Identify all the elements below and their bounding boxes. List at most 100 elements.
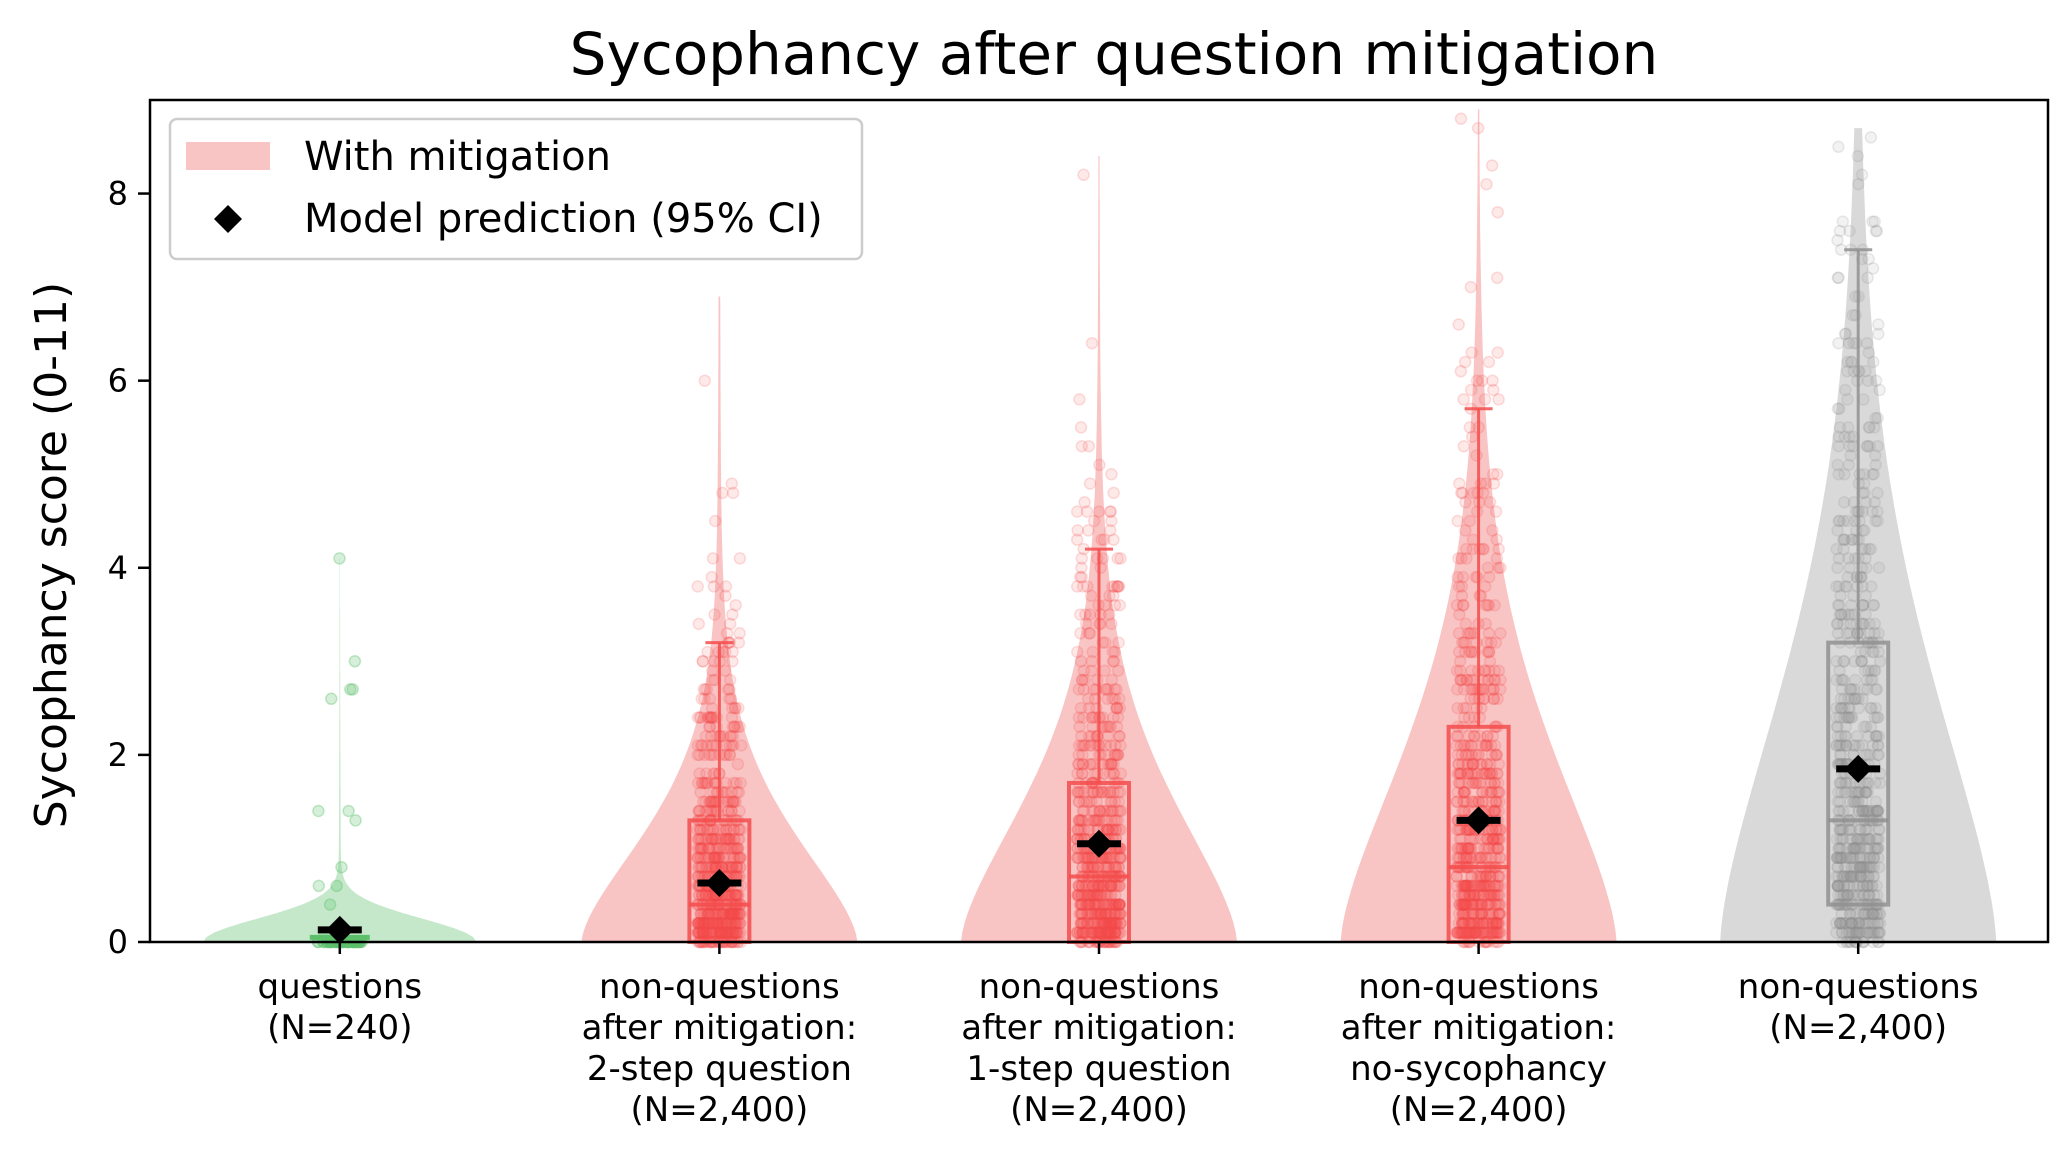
legend-label: With mitigation: [304, 134, 611, 180]
data-point: [702, 851, 716, 865]
data-point: [1075, 561, 1088, 575]
data-point: [730, 842, 744, 855]
data-point: [719, 926, 733, 939]
data-point: [725, 907, 739, 921]
data-point: [725, 786, 738, 799]
data-point: [1092, 888, 1106, 902]
data-point: [1081, 888, 1095, 902]
data-point: [1488, 776, 1502, 790]
data-point: [1076, 814, 1089, 827]
data-point: [706, 664, 719, 677]
data-point: [718, 842, 732, 855]
data-point: [696, 739, 709, 752]
y-tick-label: 4: [108, 549, 128, 587]
data-point: [1070, 851, 1084, 865]
data-point: [724, 692, 738, 706]
data-point: [698, 917, 712, 930]
data-point: [1478, 851, 1492, 865]
data-point: [725, 701, 739, 715]
data-point: [734, 823, 748, 836]
data-point: [709, 907, 723, 921]
data-point: [706, 842, 720, 855]
data-point: [1451, 514, 1464, 528]
data-point: [723, 729, 737, 743]
data-point: [691, 926, 705, 939]
data-point: [698, 374, 712, 387]
data-point: [333, 552, 346, 565]
data-point: [1487, 383, 1500, 397]
data-point: [1482, 645, 1496, 659]
data-point: [693, 823, 707, 836]
data-point: [1832, 439, 1845, 453]
data-point: [1086, 720, 1099, 734]
data-point: [1076, 898, 1089, 911]
data-point: [701, 776, 714, 790]
x-tick-label: non-questions after mitigation: 2-step que…: [582, 967, 858, 1130]
data-point: [719, 926, 732, 939]
data-point: [1101, 692, 1114, 706]
data-point: [724, 907, 738, 921]
data-point: [725, 711, 739, 724]
data-point: [708, 608, 721, 621]
data-point: [719, 589, 732, 603]
data-point: [709, 917, 723, 930]
data-point: [726, 655, 739, 668]
data-point: [1092, 907, 1105, 921]
data-point: [729, 926, 743, 939]
data-point: [727, 907, 740, 921]
data-point: [1072, 814, 1086, 827]
data-point: [1083, 795, 1096, 808]
data-point: [1463, 514, 1477, 528]
data-point: [729, 888, 742, 902]
data-point: [703, 888, 717, 902]
data-point: [726, 729, 740, 743]
data-point: [697, 795, 710, 808]
data-point: [1466, 542, 1479, 556]
data-point: [706, 917, 719, 930]
data-point: [726, 486, 740, 500]
data-point: [725, 860, 738, 874]
data-point: [704, 917, 717, 930]
data-point: [1856, 739, 1869, 752]
data-point: [714, 823, 727, 836]
data-point: [1082, 439, 1096, 453]
data-point: [1860, 439, 1874, 453]
data-point: [1494, 823, 1507, 836]
data-point: [723, 795, 737, 808]
legend-patch: [186, 142, 270, 170]
data-point: [696, 655, 710, 668]
data-point: [1844, 449, 1857, 462]
data-point: [720, 926, 734, 939]
data-point: [1488, 804, 1501, 818]
data-point: [704, 795, 717, 808]
data-point: [724, 907, 737, 921]
data-point: [727, 888, 740, 902]
data-point: [732, 701, 745, 715]
data-point: [733, 720, 747, 734]
data-point: [1841, 393, 1854, 406]
data-point: [713, 907, 727, 921]
data-point: [1109, 888, 1122, 902]
data-point: [1478, 393, 1492, 406]
data-point: [692, 804, 705, 818]
data-point: [716, 907, 730, 921]
data-point: [1831, 458, 1844, 472]
data-point: [726, 907, 739, 921]
data-point: [726, 926, 739, 939]
data-point: [1452, 552, 1465, 565]
data-point: [731, 926, 744, 939]
data-point: [695, 926, 708, 939]
data-point: [1084, 926, 1097, 939]
data-point: [1106, 917, 1119, 930]
data-point: [728, 851, 741, 865]
data-point: [1462, 879, 1475, 893]
data-point: [1833, 664, 1846, 677]
data-point: [348, 655, 362, 668]
data-point: [726, 608, 739, 621]
data-point: [719, 842, 733, 855]
data-point: [730, 926, 743, 939]
data-point: [723, 926, 737, 939]
data-point: [699, 832, 713, 846]
data-point: [725, 477, 739, 490]
data-point: [732, 907, 746, 921]
